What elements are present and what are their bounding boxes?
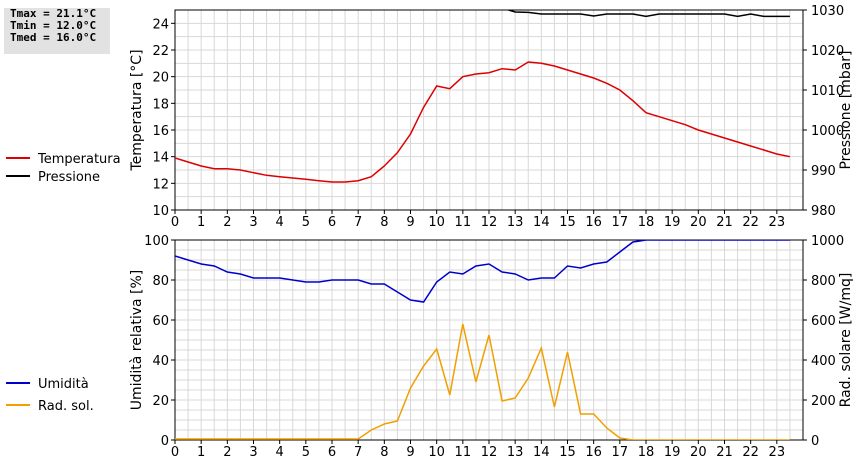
temperature-pressure-chart: 0 1 2 3 4 5 6 7 8 9 10 11 12 13 14 15 16 17 18 19 20 21 22 2310…: [6, 4, 854, 230]
hum-y-right-axis-label: Rad. solare [W/mq]: [838, 273, 854, 408]
temp-x-tick-label: 16: [585, 215, 602, 230]
hum-x-tick-label: 9: [406, 445, 414, 460]
temp-y-right-tick-label: 1000: [811, 124, 844, 139]
hum-y-left-tick-label: 40: [152, 354, 169, 369]
hum-x-tick-label: 8: [380, 445, 388, 460]
temp-x-tick-label: 6: [328, 215, 336, 230]
temp-x-tick-label: 2: [223, 215, 231, 230]
hum-x-tick-label: 11: [455, 445, 472, 460]
temp-y-right-tick-label: 1010: [811, 84, 844, 99]
hum-x-tick-label: 20: [690, 445, 707, 460]
hum-x-tick-label: 7: [354, 445, 362, 460]
temp-x-tick-label: 15: [559, 215, 576, 230]
temp-x-tick-label: 3: [249, 215, 257, 230]
temp-x-tick-label: 20: [690, 215, 707, 230]
hum-x-tick-label: 14: [533, 445, 550, 460]
hum-y-right-tick-label: 1000: [811, 234, 844, 249]
temp-y-right-tick-label: 1020: [811, 44, 844, 59]
tmed-label: Tmed = 16.0°C: [10, 31, 97, 44]
hum-y-right-tick-label: 200: [811, 394, 836, 409]
temp-y-left-tick-label: 18: [152, 97, 169, 112]
hum-y-right-tick-label: 400: [811, 354, 836, 369]
temp-y-left-tick-label: 16: [152, 124, 169, 139]
temp-x-tick-label: 4: [276, 215, 284, 230]
tmin-label: Tmin = 12.0°C: [10, 19, 97, 32]
hum-y-left-tick-label: 80: [152, 274, 169, 289]
hum-y-left-axis-label: Umidità relativa [%]: [129, 270, 145, 411]
pressione-legend-label: Pressione: [38, 170, 100, 185]
temp-y-left-tick-label: 20: [152, 71, 169, 86]
hum-x-tick-label: 0: [171, 445, 179, 460]
rad-sol-series-line: [175, 323, 790, 440]
temperatura-legend-label: Temperatura: [37, 152, 121, 167]
hum-x-tick-label: 16: [585, 445, 602, 460]
temp-y-left-axis-label: Temperatura [°C]: [129, 49, 145, 171]
hum-x-tick-label: 17: [612, 445, 629, 460]
temp-x-tick-label: 22: [742, 215, 759, 230]
temp-x-tick-label: 10: [428, 215, 445, 230]
umidit-series-line: [175, 240, 790, 303]
temp-y-right-axis-label: Pressione [mbar]: [838, 50, 854, 169]
hum-x-tick-label: 4: [276, 445, 284, 460]
pressione-series-line: [506, 10, 790, 18]
humidity-radiation-chart: 0 1 2 3 4 5 6 7 8 9 10 11 12 13 14 15 16 17 18 19 20 21 22 2302…: [6, 234, 854, 460]
hum-x-tick-label: 12: [481, 445, 498, 460]
hum-y-left-tick-label: 100: [144, 234, 169, 249]
umidit-legend-label: Umidità: [38, 377, 89, 392]
temperatura-series-line: [175, 61, 791, 183]
temp-x-tick-label: 14: [533, 215, 550, 230]
temp-y-right-tick-label: 980: [811, 204, 836, 219]
temp-y-left-tick-label: 14: [152, 151, 169, 166]
hum-x-tick-label: 21: [716, 445, 733, 460]
temp-y-left-tick-label: 10: [152, 204, 169, 219]
temp-x-tick-label: 17: [612, 215, 629, 230]
temp-x-tick-label: 5: [302, 215, 310, 230]
temp-y-right-tick-label: 1030: [811, 4, 844, 19]
temp-x-tick-label: 12: [481, 215, 498, 230]
temp-x-tick-label: 23: [769, 215, 786, 230]
hum-y-right-tick-label: 600: [811, 314, 836, 329]
hum-y-left-tick-label: 0: [161, 434, 169, 449]
temp-x-tick-label: 0: [171, 215, 179, 230]
temp-x-tick-label: 8: [380, 215, 388, 230]
temp-y-left-tick-label: 22: [152, 44, 169, 59]
hum-x-tick-label: 5: [302, 445, 310, 460]
hum-x-tick-label: 23: [769, 445, 786, 460]
temp-y-left-tick-label: 24: [152, 17, 169, 32]
temp-x-tick-label: 7: [354, 215, 362, 230]
hum-x-tick-label: 2: [223, 445, 231, 460]
tmax-label: Tmax = 21.1°C: [10, 7, 97, 20]
hum-y-left-tick-label: 60: [152, 314, 169, 329]
temp-x-tick-label: 21: [716, 215, 733, 230]
hum-y-right-tick-label: 0: [811, 434, 819, 449]
hum-x-tick-label: 15: [559, 445, 576, 460]
temp-x-tick-label: 11: [455, 215, 472, 230]
hum-x-tick-label: 22: [742, 445, 759, 460]
hum-x-tick-label: 10: [428, 445, 445, 460]
rad-sol-legend-label: Rad. sol.: [38, 399, 94, 414]
hum-x-tick-label: 13: [507, 445, 524, 460]
temp-x-tick-label: 13: [507, 215, 524, 230]
temp-y-left-tick-label: 12: [152, 177, 169, 192]
hum-x-tick-label: 6: [328, 445, 336, 460]
temp-x-tick-label: 19: [664, 215, 681, 230]
temp-x-tick-label: 1: [197, 215, 205, 230]
temp-x-tick-label: 18: [638, 215, 655, 230]
hum-x-tick-label: 19: [664, 445, 681, 460]
hum-x-tick-label: 1: [197, 445, 205, 460]
hum-x-tick-label: 18: [638, 445, 655, 460]
hum-x-tick-label: 3: [249, 445, 257, 460]
temp-y-right-tick-label: 990: [811, 164, 836, 179]
temp-x-tick-label: 9: [406, 215, 414, 230]
stats-box: Tmax = 21.1°C Tmin = 12.0°C Tmed = 16.0°…: [4, 8, 110, 54]
hum-y-left-tick-label: 20: [152, 394, 169, 409]
hum-y-right-tick-label: 800: [811, 274, 836, 289]
